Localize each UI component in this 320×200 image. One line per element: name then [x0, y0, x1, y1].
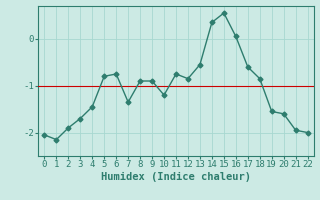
X-axis label: Humidex (Indice chaleur): Humidex (Indice chaleur): [101, 172, 251, 182]
